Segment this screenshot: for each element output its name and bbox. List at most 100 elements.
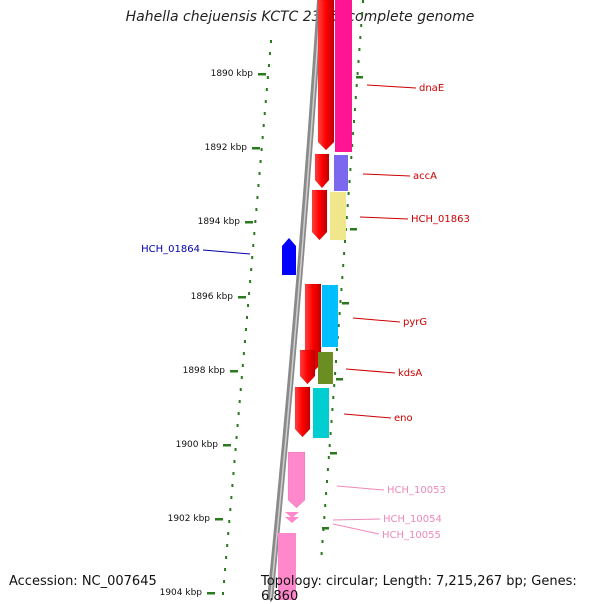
gene-label-HCH_10054[interactable]: HCH_10054	[383, 514, 442, 525]
scale-dot	[224, 568, 227, 571]
track-dot	[351, 144, 354, 147]
gene-arrow-accA[interactable]	[314, 153, 330, 189]
gene-leader-line	[202, 249, 251, 255]
scale-dot	[262, 124, 265, 127]
gene-box-dnaE[interactable]	[335, 0, 352, 152]
gene-box-eno[interactable]	[313, 388, 329, 438]
track-dot	[348, 180, 351, 183]
scale-dot	[228, 520, 231, 523]
track-dot	[325, 492, 328, 495]
scale-dot	[223, 580, 226, 583]
track-dot	[333, 384, 336, 387]
scale-dot	[264, 100, 267, 103]
gene-label-HCH_10053[interactable]: HCH_10053	[387, 485, 446, 496]
scale-dot	[253, 232, 256, 235]
scale-dot	[266, 76, 269, 79]
track-dot	[344, 240, 346, 243]
scale-dot	[263, 112, 266, 115]
gene-box-HCH_01863[interactable]	[330, 192, 346, 240]
gene-arrow-eno[interactable]	[294, 386, 311, 438]
scale-major-tick	[230, 370, 238, 373]
gene-box-accA[interactable]	[334, 155, 348, 191]
scale-major-tick	[215, 518, 223, 521]
scale-dot	[243, 340, 246, 343]
scale-dot	[222, 592, 224, 595]
scale-label: 1898 kbp	[183, 366, 226, 376]
gene-arrow-HCH_10054[interactable]	[285, 512, 299, 518]
scale-major-tick	[238, 296, 246, 299]
scale-dot	[229, 508, 232, 511]
gene-box-kdsA[interactable]	[318, 352, 333, 384]
scale-major-tick	[207, 592, 215, 595]
gene-box-pyrG[interactable]	[322, 285, 338, 347]
scale-dot	[254, 220, 257, 223]
gene-leader-line	[332, 523, 380, 535]
scale-dot	[235, 436, 238, 439]
accession-label: Accession: NC_007645	[9, 574, 157, 589]
gene-leader-line	[343, 413, 392, 419]
gene-leader-line	[359, 216, 409, 220]
track-dot	[353, 120, 355, 123]
track-dot	[347, 192, 350, 195]
track-major-tick	[350, 228, 357, 231]
scale-dot	[265, 88, 268, 91]
track-dot	[331, 408, 334, 411]
track-dot	[326, 480, 328, 483]
gene-box-bottom-pink[interactable]	[278, 533, 296, 600]
track-dot	[330, 420, 333, 423]
track-dot	[342, 264, 345, 267]
genome-backbone-highlight	[269, 0, 322, 600]
gene-arrow-HCH_01863[interactable]	[311, 189, 328, 241]
track-dot	[360, 24, 363, 27]
scale-dot	[232, 472, 235, 475]
scale-dot	[230, 496, 233, 499]
track-dot	[339, 300, 342, 303]
gene-label-pyrG[interactable]: pyrG	[403, 317, 427, 328]
scale-dot	[261, 136, 264, 139]
gene-label-eno[interactable]: eno	[394, 413, 413, 424]
scale-label: 1896 kbp	[191, 292, 234, 302]
gene-arrow-kdsA[interactable]	[299, 349, 316, 385]
track-dot	[324, 504, 327, 507]
gene-leader-line	[366, 84, 417, 89]
track-dot	[335, 360, 337, 363]
gene-label-HCH_01863[interactable]: HCH_01863	[411, 214, 470, 225]
gene-label-dnaE[interactable]: dnaE	[419, 83, 444, 94]
track-dot	[329, 432, 332, 435]
track-dot	[343, 252, 346, 255]
scale-dot	[238, 400, 241, 403]
scale-label: 1892 kbp	[205, 143, 248, 153]
scale-dot	[237, 412, 240, 415]
scale-dot	[246, 316, 248, 319]
track-major-tick	[336, 378, 343, 381]
scale-dot	[257, 184, 260, 187]
gene-leader-line	[336, 485, 385, 491]
gene-leader-line	[345, 368, 396, 374]
track-dot	[354, 96, 357, 99]
scale-dot	[255, 208, 258, 211]
gene-label-HCH_01864[interactable]: HCH_01864	[141, 244, 200, 255]
track-dot	[320, 552, 323, 555]
scale-major-tick	[258, 73, 266, 76]
scale-dot	[239, 388, 242, 391]
gene-arrow-HCH_01864[interactable]	[282, 238, 296, 275]
gene-arrow-dnaE[interactable]	[317, 0, 335, 151]
gene-arrow-HCH_10053[interactable]	[287, 451, 306, 509]
track-dot	[332, 396, 335, 399]
track-dot	[340, 288, 343, 291]
gene-arrow-HCH_10055[interactable]	[285, 517, 299, 523]
scale-dot	[233, 460, 236, 463]
gene-label-HCH_10055[interactable]: HCH_10055	[382, 530, 441, 541]
gene-label-accA[interactable]: accA	[413, 171, 437, 182]
scale-label: 1894 kbp	[198, 217, 241, 227]
scale-dot	[256, 196, 259, 199]
scale-major-tick	[245, 221, 253, 224]
scale-dot	[258, 172, 261, 175]
scale-dot	[251, 256, 254, 259]
scale-dot	[227, 532, 230, 535]
track-dot	[355, 84, 358, 87]
gene-label-kdsA[interactable]: kdsA	[398, 368, 422, 379]
scale-dot	[260, 148, 263, 151]
scale-major-tick	[223, 444, 231, 447]
